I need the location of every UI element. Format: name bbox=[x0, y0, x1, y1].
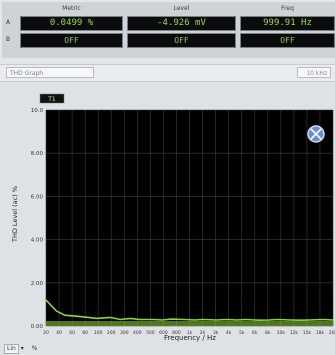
meter-header-level: Level bbox=[173, 5, 190, 12]
bottom-bar: Lin ▾ % bbox=[4, 344, 38, 354]
x-tick-label: 1k bbox=[187, 330, 193, 336]
graph-panel: 10.0 8.00 6.00 4.00 2.00 0.00 20 40 60 80 100 200 3… bbox=[0, 82, 335, 355]
chart-grid bbox=[45, 109, 334, 327]
x-axis-label: Frequency / Hz bbox=[164, 334, 216, 342]
x-tick-label: 40 bbox=[56, 330, 62, 336]
meter-freq-value: 999.91 Hz bbox=[240, 16, 335, 31]
meter-header-freq: Freq bbox=[281, 5, 294, 12]
x-tick-label: 15k bbox=[303, 330, 312, 336]
cursor-label: T1 bbox=[47, 96, 56, 103]
y-tick-label: 0.00 bbox=[31, 324, 44, 330]
x-tick-label: 200 bbox=[107, 330, 116, 336]
y-axis-label: THD Level (ac) % bbox=[11, 186, 19, 243]
meter-row-label-a: A bbox=[6, 19, 11, 26]
meter-level-value: -4.926 mV bbox=[127, 16, 236, 31]
x-tick-label: 400 bbox=[133, 330, 142, 336]
y-tick-label: 4.00 bbox=[31, 238, 44, 244]
dropdown-chevron-icon: ▾ bbox=[20, 345, 24, 352]
x-tick-label: 5k bbox=[239, 330, 245, 336]
x-tick-label: 3k bbox=[213, 330, 219, 336]
y-tick-label: 10.0 bbox=[31, 108, 44, 114]
x-tick-label: 80 bbox=[82, 330, 88, 336]
cursor-marker[interactable]: T1 bbox=[39, 93, 65, 104]
x-tick-label: 100 bbox=[94, 330, 103, 336]
noise-floor-band bbox=[46, 321, 333, 326]
x-tick-label: 300 bbox=[120, 330, 129, 336]
meter-header-metric: Metric bbox=[62, 5, 81, 12]
graph-toolbar: THD Graph 10 kHz bbox=[0, 64, 335, 82]
y-tick-label: 8.00 bbox=[31, 151, 44, 157]
toolbar-value-field[interactable]: 10 kHz bbox=[297, 67, 331, 78]
x-axis-ticks: 20 40 60 80 100 200 300 400 500 600 800 1k 2k 3k 4k 5k 6… bbox=[43, 330, 335, 336]
x-tick-label: 12k bbox=[290, 330, 299, 336]
trace-layer bbox=[45, 299, 334, 326]
x-tick-label: 18k bbox=[316, 330, 325, 336]
x-tick-label: 60 bbox=[69, 330, 75, 336]
x-tick-label: 20k bbox=[329, 330, 335, 336]
x-tick-label: 6k bbox=[252, 330, 258, 336]
x-tick-label: 4k bbox=[226, 330, 232, 336]
x-tick-label: 20 bbox=[43, 330, 49, 336]
meter-thd-value: 0.0499 % bbox=[20, 16, 123, 31]
y-tick-label: 6.00 bbox=[31, 194, 44, 200]
y-tick-label: 2.00 bbox=[31, 281, 44, 287]
meter-level-value-b: OFF bbox=[127, 33, 236, 48]
x-tick-label: 2k bbox=[200, 330, 206, 336]
x-tick-label: 800 bbox=[172, 330, 181, 336]
meter-thd-value-b: OFF bbox=[20, 33, 123, 48]
y-axis-ticks: 10.0 8.00 6.00 4.00 2.00 0.00 bbox=[31, 108, 44, 330]
x-tick-label: 500 bbox=[146, 330, 155, 336]
unit-label: % bbox=[31, 345, 38, 352]
thd-trace-line bbox=[45, 299, 334, 322]
x-tick-label: 8k bbox=[265, 330, 271, 336]
x-tick-label: 10k bbox=[277, 330, 286, 336]
meter-freq-value-b: OFF bbox=[240, 33, 335, 48]
meter-row-label-b: B bbox=[6, 36, 11, 43]
trace-select[interactable]: THD Graph bbox=[6, 67, 94, 78]
zoom-icon[interactable] bbox=[307, 125, 325, 143]
thd-chart[interactable]: 10.0 8.00 6.00 4.00 2.00 0.00 20 40 60 80 100 200 3… bbox=[0, 82, 335, 344]
x-tick-label: 600 bbox=[159, 330, 168, 336]
scale-dropdown[interactable]: Lin bbox=[4, 344, 19, 354]
meter-panel: Metric Level Freq A 0.0499 % -4.926 mV 9… bbox=[2, 2, 335, 58]
